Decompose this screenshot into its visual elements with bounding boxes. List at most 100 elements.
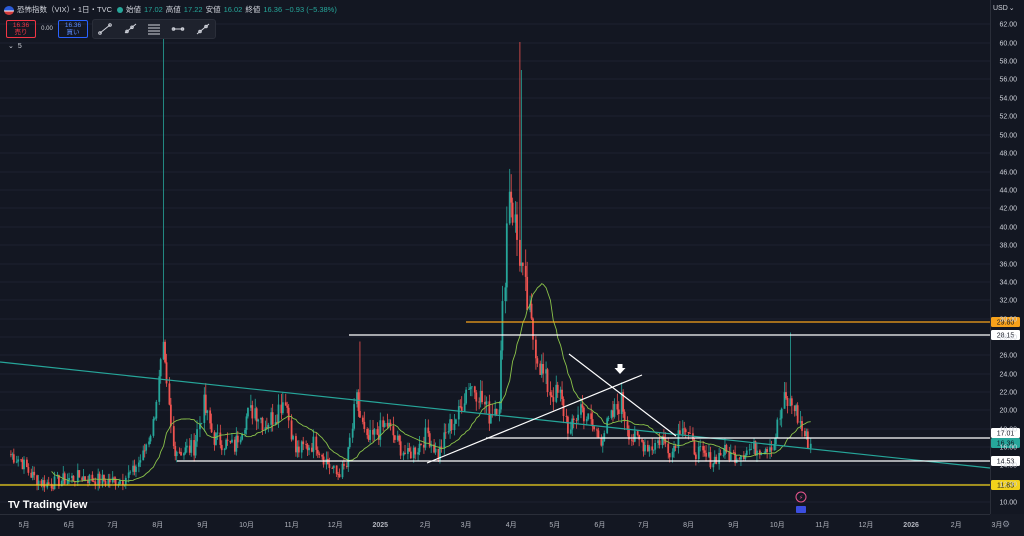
candle-body (613, 404, 616, 417)
candle-body (673, 445, 675, 452)
candle-body (799, 421, 802, 423)
candle-body (779, 418, 782, 420)
candle-body (17, 459, 20, 462)
candle-body (479, 390, 482, 403)
candle-body (113, 477, 116, 479)
candle-body (671, 451, 674, 458)
chevron-down-icon: ⌄ (1008, 5, 1015, 12)
candle-body (805, 431, 808, 437)
candle-body (648, 446, 651, 452)
candle-body (770, 447, 773, 451)
trend-line-icon[interactable] (97, 22, 113, 36)
candle-body (392, 426, 395, 436)
candle-body (600, 437, 603, 446)
candle-body (359, 410, 361, 418)
candle-body (247, 407, 249, 417)
candle-body (204, 394, 207, 413)
y-tick-label: 42.00 (999, 206, 1017, 213)
candle-body (284, 402, 287, 406)
gear-icon[interactable]: ⚙ (1001, 519, 1011, 529)
y-tick-label: 10.00 (999, 500, 1017, 507)
candle-body (162, 341, 165, 360)
candle-body (180, 452, 182, 456)
currency-selector[interactable]: USD ⌄ (993, 4, 1015, 13)
candle-body (373, 429, 376, 435)
candle-body (433, 444, 435, 453)
candle-body (475, 392, 478, 402)
candle-body (233, 439, 236, 452)
candle-body (215, 433, 217, 445)
candle-body (582, 407, 585, 422)
candle-body (369, 429, 372, 440)
candle-body (786, 398, 789, 407)
candle-body (132, 465, 134, 472)
horizontal-ray-icon[interactable] (170, 22, 186, 36)
candle-body (169, 404, 172, 427)
candle-body (708, 452, 710, 457)
candle-body (702, 446, 705, 451)
y-tick-label: 22.00 (999, 390, 1017, 397)
candle-body (440, 446, 443, 449)
candle-body (585, 419, 588, 422)
candle-body (738, 458, 741, 460)
candle-body (408, 448, 411, 452)
event-icon-label: ⚡ (799, 495, 803, 502)
symbol-title[interactable]: 恐怖指数（VIX）・1日・TVC (17, 5, 113, 14)
candle-body (580, 404, 582, 415)
candle-body (518, 239, 521, 266)
candle-body (801, 421, 803, 431)
candle-body (393, 435, 396, 440)
candle-body (678, 430, 681, 435)
candle-body (267, 424, 270, 429)
candle-body (193, 440, 196, 456)
candle-body (561, 389, 563, 400)
candle-body (606, 418, 609, 434)
sell-button[interactable]: 16.36 売り (6, 20, 36, 38)
candle-body (488, 401, 491, 424)
candle-body (729, 452, 732, 461)
price-tag-label: 28.15 (997, 333, 1015, 340)
candle-body (78, 470, 81, 478)
buy-button[interactable]: 16.36 買い (58, 20, 88, 38)
candle-body (654, 443, 657, 450)
logo-text: TradingView (22, 499, 88, 511)
candle-body (137, 462, 140, 467)
ray-icon[interactable] (122, 22, 138, 36)
candle-body (194, 441, 197, 456)
candle-body (321, 455, 324, 457)
y-tick-label: 44.00 (999, 188, 1017, 195)
fib-retracement-icon[interactable] (146, 22, 162, 36)
time-scale[interactable] (0, 514, 990, 536)
chart-pane[interactable] (0, 0, 990, 514)
candle-body (667, 443, 670, 454)
candle-body (213, 432, 216, 445)
candle-body (494, 408, 497, 416)
candle-body (652, 449, 655, 451)
candle-body (210, 423, 213, 433)
moving-average (51, 283, 811, 483)
candle-body (143, 450, 146, 452)
extended-line-icon[interactable] (195, 22, 211, 36)
candle-body (623, 411, 626, 422)
candle-body (12, 454, 15, 463)
candle-body (633, 431, 636, 442)
candle-body (245, 416, 248, 430)
price-tag-label: 17.01 (997, 431, 1015, 438)
candle-body (661, 436, 664, 445)
candle-body (305, 444, 308, 445)
indicators-toggle[interactable]: ⌄ 5 (8, 42, 22, 51)
x-tick-label: 5月 (19, 521, 30, 529)
candle-body (622, 392, 625, 412)
low-label: 安値 (205, 5, 221, 14)
x-tick-label: 12月 (328, 521, 343, 529)
candle-body (514, 214, 517, 223)
candle-body (699, 446, 702, 447)
candle-body (27, 467, 30, 473)
candle-body (341, 463, 344, 478)
sell-price: 16.36 (12, 22, 30, 29)
x-tick-label: 6月 (594, 521, 605, 529)
annotations: ⚡ (614, 364, 807, 513)
candle-body (769, 447, 771, 452)
candle-body (677, 430, 680, 448)
